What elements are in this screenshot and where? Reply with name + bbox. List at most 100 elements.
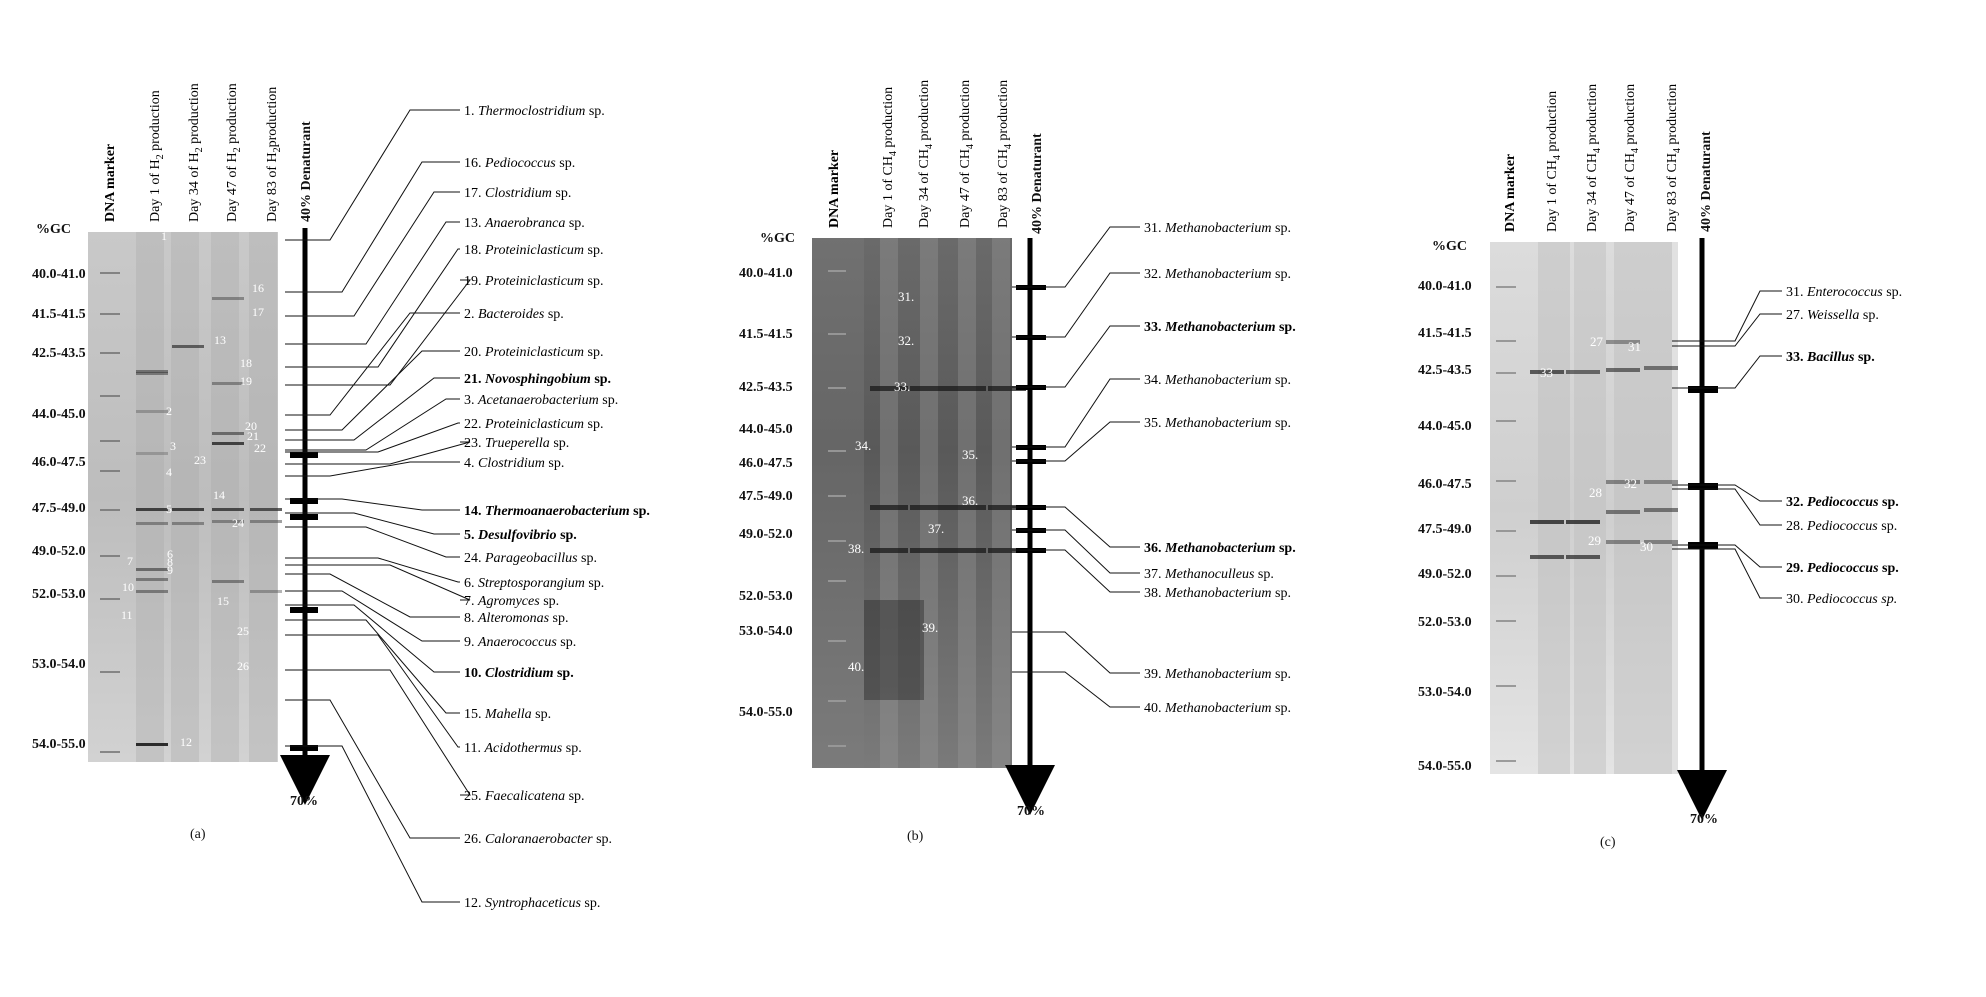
band-number-b-2: 32. bbox=[898, 333, 914, 348]
band-number-a-16: 16 bbox=[252, 281, 264, 295]
gel-a-lane-3 bbox=[211, 232, 239, 762]
leader-line-c-1 bbox=[1672, 290, 1782, 342]
lane-header-c-4: Day 47 of CH4 production bbox=[1623, 84, 1641, 232]
lane-header-b-1: DNA marker bbox=[827, 150, 842, 228]
gc-range-b-1: 40.0-41.0 bbox=[739, 266, 793, 281]
gel-b-band-6 bbox=[910, 505, 948, 510]
denaturant-tick-a-5 bbox=[290, 745, 318, 751]
gel-b-band-11 bbox=[948, 548, 986, 553]
gel-c-band-12 bbox=[1644, 540, 1678, 544]
gel-a-band-18 bbox=[250, 590, 282, 593]
gel-b-marker-band-6 bbox=[828, 540, 846, 542]
panel-b-label-4: 34. Methanobacterium sp. bbox=[1144, 373, 1291, 388]
gc-range-b-5: 46.0-47.5 bbox=[739, 456, 793, 471]
leader-line-a-1 bbox=[285, 109, 460, 241]
gel-c-marker-band-7 bbox=[1496, 575, 1516, 577]
leader-line-b-7 bbox=[1012, 529, 1140, 574]
panel-a-label-16: 24. Parageobacillus sp. bbox=[464, 551, 597, 566]
gel-b-marker-band-9 bbox=[828, 700, 846, 702]
gc-range-c-5: 46.0-47.5 bbox=[1418, 477, 1472, 492]
gel-a-marker-band-9 bbox=[100, 598, 120, 600]
panel-a-label-2: 16. Pediococcus sp. bbox=[464, 156, 575, 171]
gel-a-marker-band-7 bbox=[100, 509, 120, 511]
band-number-a-5: 5 bbox=[166, 502, 172, 516]
panel-a-label-10: 3. Acetanaerobacterium sp. bbox=[464, 393, 618, 408]
panel-b-label-10: 40. Methanobacterium sp. bbox=[1144, 701, 1291, 716]
gel-b-band-9 bbox=[870, 548, 908, 553]
panel-c-label-2: 27. Weissella sp. bbox=[1786, 308, 1879, 323]
gc-range-a-8: 52.0-53.0 bbox=[32, 587, 86, 602]
leader-line-c-4 bbox=[1672, 484, 1782, 502]
lane-header-a-2: Day 1 of H2 production bbox=[148, 90, 166, 222]
band-number-b-5: 35. bbox=[962, 447, 978, 462]
gel-a-band-11 bbox=[250, 520, 282, 523]
band-number-b-8: 38. bbox=[848, 541, 864, 556]
leader-line-a-10 bbox=[285, 398, 460, 451]
gel-b-band-12 bbox=[988, 548, 1026, 553]
gel-b-band-7 bbox=[948, 505, 986, 510]
gel-a-band-3 bbox=[172, 345, 204, 348]
gc-header-c: %GC bbox=[1432, 239, 1467, 254]
gel-c-band-10 bbox=[1566, 555, 1600, 559]
band-number-c-4: 28 bbox=[1589, 485, 1602, 500]
panel-a-label-7: 2. Bacteroides sp. bbox=[464, 307, 564, 322]
band-number-a-11: 11 bbox=[121, 608, 133, 622]
lane-header-b-4: Day 47 of CH4 production bbox=[958, 80, 976, 228]
gel-a-band-22 bbox=[136, 452, 168, 455]
gc-range-b-2: 41.5-41.5 bbox=[739, 327, 793, 342]
panel-a-label-5: 18. Proteiniclasticum sp. bbox=[464, 243, 603, 258]
lane-header-a-1: DNA marker bbox=[103, 144, 118, 222]
band-number-b-10: 40. bbox=[848, 659, 864, 674]
gel-a-band-23 bbox=[212, 382, 244, 385]
band-number-b-9: 39. bbox=[922, 620, 938, 635]
band-number-a-1: 1 bbox=[161, 229, 167, 243]
lane-header-b-2: Day 1 of CH4 production bbox=[881, 87, 899, 228]
gel-c-band-3 bbox=[1606, 368, 1640, 372]
band-number-a-4: 4 bbox=[166, 465, 172, 479]
gc-range-a-6: 47.5-49.0 bbox=[32, 501, 86, 516]
denaturant-bottom-a: 70% bbox=[290, 794, 318, 809]
gel-a-band-5 bbox=[172, 508, 204, 511]
panel-c-label-4: 32. Pediococcus sp. bbox=[1786, 495, 1899, 510]
denaturant-tick-a-1 bbox=[290, 452, 318, 458]
gel-c-marker-band-3 bbox=[1496, 372, 1516, 374]
band-number-b-3: 33. bbox=[894, 379, 910, 394]
leader-line-a-15 bbox=[285, 512, 460, 535]
gel-c-band-2 bbox=[1566, 370, 1600, 374]
panel-a-label-23: 11. Acidothermus sp. bbox=[464, 741, 582, 756]
gc-range-b-7: 49.0-52.0 bbox=[739, 527, 793, 542]
gel-c-lane-1 bbox=[1538, 242, 1570, 774]
denaturant-tick-a-2 bbox=[290, 498, 318, 504]
band-number-c-6: 29 bbox=[1588, 533, 1601, 548]
band-number-a-17: 17 bbox=[252, 305, 264, 319]
gel-a-band-13 bbox=[212, 432, 244, 435]
panel-c-label-7: 30. Pediococcus sp. bbox=[1786, 592, 1897, 607]
gel-a-band-4 bbox=[136, 508, 168, 511]
panel-b-label-8: 38. Methanobacterium sp. bbox=[1144, 586, 1291, 601]
panel-a-label-8: 20. Proteiniclasticum sp. bbox=[464, 345, 603, 360]
gel-c-band-14 bbox=[1644, 480, 1678, 484]
gel-b-dark-region bbox=[864, 600, 924, 700]
panel-c-label-5: 28. Pediococcus sp. bbox=[1786, 519, 1897, 534]
gel-a-band-15 bbox=[136, 578, 168, 581]
panel-a-label-1: 1. Thermoclostridium sp. bbox=[464, 104, 605, 119]
lane-header-c-1: DNA marker bbox=[1503, 154, 1518, 232]
panel-b-label-5: 35. Methanobacterium sp. bbox=[1144, 416, 1291, 431]
gc-range-b-9: 53.0-54.0 bbox=[739, 624, 793, 639]
gel-b-marker-band-8 bbox=[828, 640, 846, 642]
gc-range-c-9: 53.0-54.0 bbox=[1418, 685, 1472, 700]
gel-a-band-9 bbox=[172, 522, 204, 525]
gc-range-a-10: 54.0-55.0 bbox=[32, 737, 86, 752]
gel-c-band-11 bbox=[1606, 540, 1640, 544]
gc-range-b-3: 42.5-43.5 bbox=[739, 380, 793, 395]
panel-b-label-1: 31. Methanobacterium sp. bbox=[1144, 221, 1291, 236]
panel-b-label-7: 37. Methanoculleus sp. bbox=[1144, 567, 1274, 582]
band-number-a-20: 20 bbox=[245, 419, 257, 433]
gel-c-band-8 bbox=[1644, 508, 1678, 512]
panel-a-label-18: 7. Agromyces sp. bbox=[464, 594, 559, 609]
leader-line-a-8 bbox=[285, 350, 460, 431]
gel-b-marker-band-5 bbox=[828, 495, 846, 497]
gel-c-band-4 bbox=[1644, 366, 1678, 370]
band-number-a-2: 2 bbox=[166, 404, 172, 418]
